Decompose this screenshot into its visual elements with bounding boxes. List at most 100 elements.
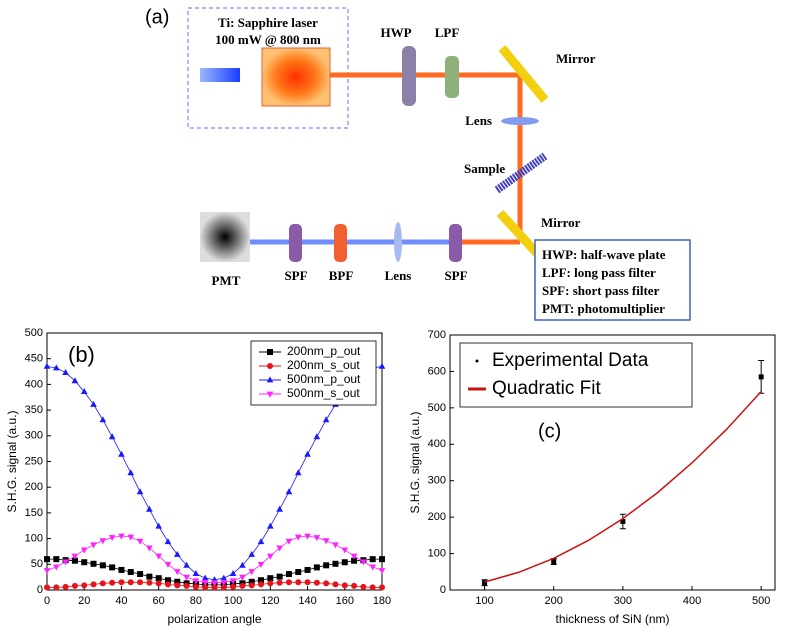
marker: [267, 553, 274, 560]
marker: [90, 400, 97, 407]
y-tick-label: 200: [428, 511, 446, 523]
chart: 0 100 200 300 400 500 600 700 100 200 300 400 500 thi…: [408, 329, 776, 626]
marker: [136, 538, 144, 545]
legend-label: 500nm_p_out: [287, 372, 361, 386]
marker: [53, 556, 60, 563]
marker: [118, 566, 125, 573]
marker: [127, 534, 135, 541]
marker: [369, 556, 376, 563]
marker: [80, 387, 88, 394]
marker: [758, 374, 764, 380]
laser-title: Ti: Sapphire laser: [218, 15, 318, 30]
panel-label: (a): [145, 6, 169, 28]
y-axis-label: S.H.G. signal (a.u.): [408, 411, 422, 513]
marker: [164, 581, 171, 588]
marker: [313, 579, 320, 586]
y-tick-label: 150: [25, 507, 43, 519]
y-tick-label: 450: [25, 353, 43, 365]
marker: [127, 569, 134, 576]
marker: [294, 534, 302, 541]
marker: [220, 584, 227, 591]
label: SPF: [444, 268, 467, 283]
y-tick-label: 0: [37, 584, 43, 596]
marker: [239, 574, 246, 581]
marker: [155, 575, 162, 582]
label: LPF: [435, 25, 460, 40]
marker: [295, 579, 302, 586]
legend-label: 200nm_p_out: [287, 344, 361, 358]
x-tick-label: 400: [683, 595, 701, 607]
marker: [192, 569, 200, 576]
lens: [394, 222, 402, 262]
panel-label: (c): [538, 420, 561, 442]
marker: [211, 584, 218, 591]
key-box: [534, 239, 691, 321]
marker: [323, 580, 330, 587]
x-tick-label: 140: [298, 595, 316, 607]
marker: [267, 575, 274, 582]
marker: [304, 566, 311, 573]
marker: [304, 450, 311, 457]
marker: [71, 377, 79, 384]
marker: [183, 574, 190, 581]
marker: [220, 579, 228, 586]
x-tick-label: 80: [190, 595, 202, 607]
marker: [341, 559, 348, 566]
marker: [109, 564, 116, 571]
pump-beam: [200, 68, 240, 82]
sample: [494, 152, 548, 194]
marker: [313, 433, 321, 440]
label: Lens: [385, 268, 412, 283]
label: HWP: [380, 25, 411, 40]
marker: [551, 559, 557, 565]
legend-box: [459, 342, 693, 408]
marker: [248, 569, 256, 576]
legend-marker: [475, 359, 479, 363]
marker: [276, 579, 283, 586]
marker: [127, 579, 134, 586]
marker: [239, 582, 246, 589]
marker: [258, 581, 265, 588]
marker: [369, 584, 376, 591]
marker: [164, 561, 172, 568]
laser: [261, 47, 331, 107]
marker: [99, 562, 106, 569]
marker: [304, 579, 311, 586]
marker: [379, 556, 385, 563]
x-tick-label: 100: [224, 595, 242, 607]
legend-label: 500nm_s_out: [287, 386, 360, 400]
marker: [99, 416, 107, 423]
marker: [229, 569, 237, 576]
series-line: [484, 390, 762, 583]
marker: [118, 579, 125, 586]
marker: [90, 581, 97, 588]
marker: [351, 582, 358, 589]
marker: [248, 582, 255, 589]
hwp: [402, 46, 416, 106]
key-entry: LPF: long pass filter: [542, 265, 656, 280]
marker: [360, 559, 367, 566]
marker: [285, 488, 293, 495]
marker: [313, 564, 320, 571]
lpf: [445, 56, 459, 98]
marker: [276, 545, 283, 552]
marker: [71, 557, 78, 564]
mirror: [498, 45, 549, 103]
marker: [239, 561, 246, 568]
panel-label: (b): [68, 342, 95, 367]
key-entry: SPF: short pass filter: [542, 283, 660, 298]
legend-marker: [267, 363, 273, 369]
marker: [620, 519, 626, 525]
marker: [285, 538, 293, 545]
marker: [295, 569, 302, 576]
label: Mirror: [541, 215, 581, 230]
y-tick-label: 100: [428, 547, 446, 559]
marker: [276, 573, 283, 580]
x-tick-label: 100: [475, 595, 493, 607]
y-tick-label: 300: [428, 475, 446, 487]
key-entry: HWP: half-wave plate: [542, 247, 666, 262]
marker: [267, 580, 274, 587]
label: Lens: [465, 113, 492, 128]
pmt: [200, 212, 250, 262]
marker: [146, 545, 153, 552]
